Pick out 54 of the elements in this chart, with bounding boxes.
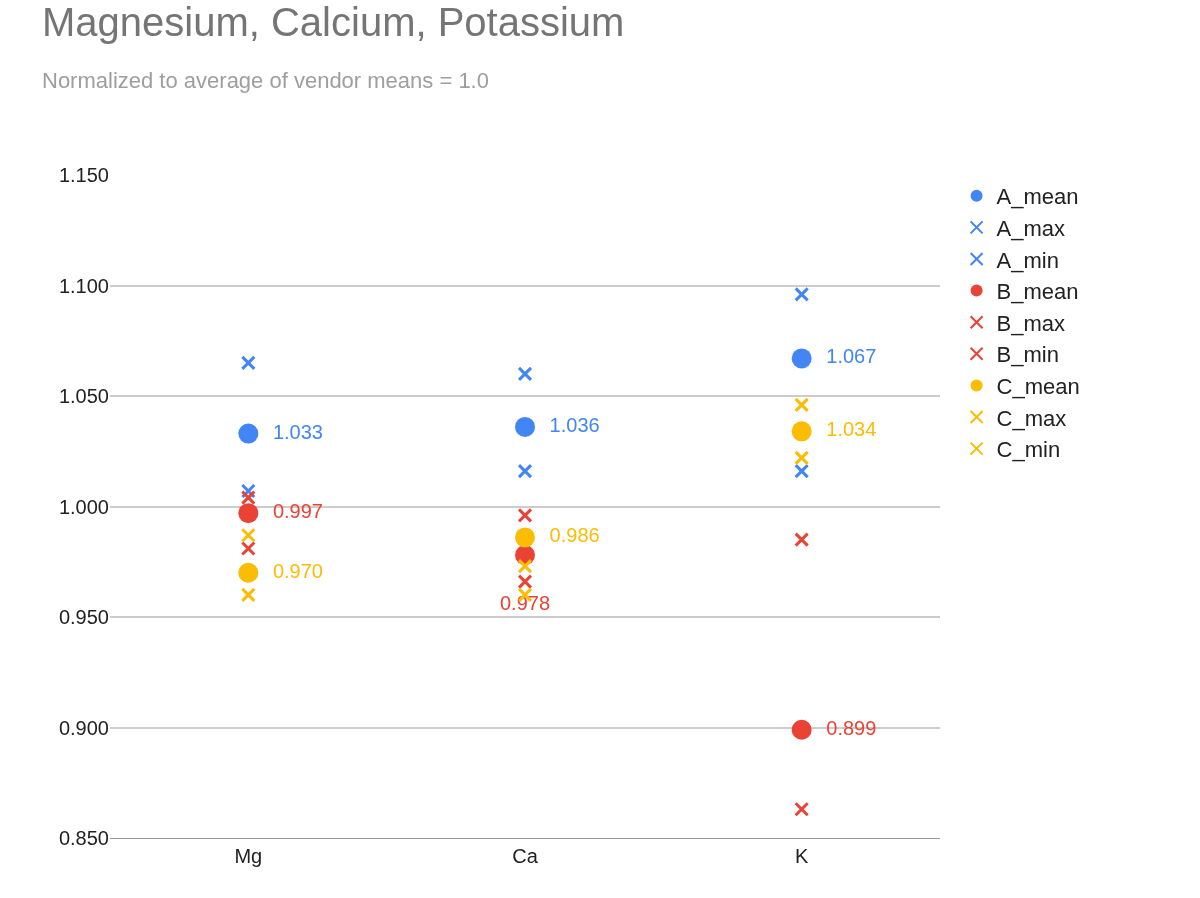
point [240,490,256,506]
point [517,558,533,574]
legend-label: A_max [996,215,1066,241]
point [240,355,256,371]
point [515,527,535,548]
point [238,423,259,444]
legend-label: B_max [996,310,1066,336]
point [517,463,533,479]
legend-label: C_max [996,405,1067,431]
chart-subtitle: Normalized to average of vendor means = 1.0 [42,67,489,93]
data-label: 0.978 [499,591,551,614]
y-tick-label: 1.100 [58,274,109,297]
legend-label: B_min [996,342,1059,368]
point [794,532,810,548]
y-tick-label: 1.150 [58,164,109,186]
point [240,540,256,556]
point [794,450,810,466]
y-tick-label: 1.050 [58,385,109,407]
legend-label: B_mean [996,279,1079,305]
legend-label: C_min [996,437,1061,463]
y-tick-label: 0.850 [58,827,109,849]
point [517,574,533,590]
data-label: 0.899 [815,716,877,739]
x-tick-label: Ca [512,845,539,867]
point [238,562,259,583]
point [794,397,810,413]
x-tick-label: Mg [234,845,263,867]
point [791,348,812,369]
point [794,801,810,817]
chart-title: Magnesium, Calcium, Potassium [42,0,625,44]
legend-label: A_mean [996,184,1079,210]
point [794,463,810,479]
data-label: 0.997 [261,500,323,523]
y-tick-label: 1.000 [58,495,109,518]
legend-label: C_mean [996,373,1080,399]
y-tick-label: 0.950 [58,606,109,628]
data-label: 1.036 [538,413,600,436]
point [515,416,535,437]
data-label: 0.986 [538,524,600,547]
point [238,503,259,524]
y-tick-label: 0.900 [58,716,109,739]
point [791,719,812,740]
data-label: 1.033 [261,420,323,443]
point [240,527,256,543]
x-tick-label: K [795,845,809,867]
point [794,286,810,302]
legend-label: A_min [996,247,1059,273]
data-label: 0.970 [261,559,323,582]
point [240,587,256,603]
point [791,421,812,442]
point [517,366,533,382]
data-label: 1.034 [815,418,877,441]
point [517,507,533,523]
data-label: 1.067 [815,345,877,368]
